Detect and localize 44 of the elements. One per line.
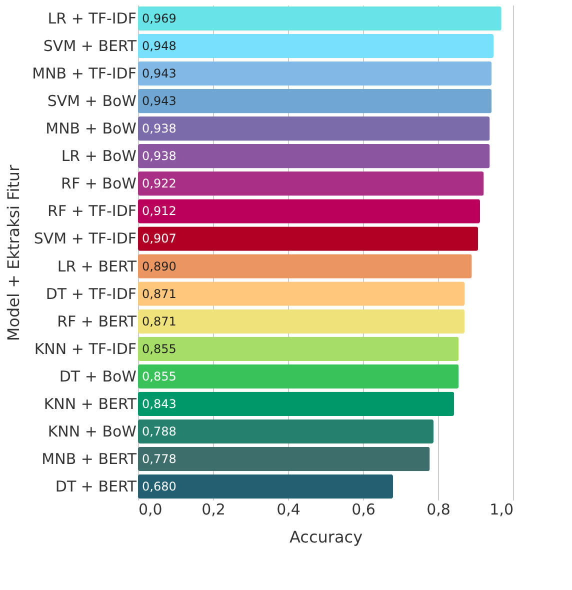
x-tick-label: 0,8: [426, 500, 450, 518]
y-tick-label: DT + BERT: [55, 478, 138, 496]
x-tick-label: 1,0: [490, 500, 514, 518]
data-label: 0,788: [142, 424, 176, 438]
y-tick-label: MNB + BoW: [46, 120, 137, 138]
data-label: 0,871: [142, 314, 176, 328]
data-label: 0,943: [142, 66, 176, 81]
data-label: 0,948: [142, 39, 176, 54]
y-tick-label: MNB + BERT: [42, 450, 138, 468]
data-label: 0,912: [142, 204, 176, 218]
data-label: 0,890: [142, 259, 176, 274]
y-tick-label: RF + TF-IDF: [48, 202, 136, 220]
y-tick-label: KNN + TF-IDF: [34, 340, 136, 358]
y-tick-label: SVM + BoW: [47, 92, 137, 110]
data-label: 0,922: [142, 176, 176, 191]
data-label: 0,871: [142, 286, 176, 301]
x-axis-title: Accuracy: [289, 528, 363, 546]
y-tick-label: DT + BoW: [59, 367, 137, 386]
data-label: 0,855: [142, 342, 176, 356]
data-label: 0,938: [142, 122, 176, 136]
y-tick-label: RF + BoW: [61, 174, 137, 193]
y-tick-label: LR + BERT: [57, 257, 138, 276]
data-label: 0,943: [142, 94, 176, 108]
y-tick-label: KNN + BERT: [44, 394, 138, 413]
x-tick-label: 0,0: [138, 500, 162, 518]
y-tick-label: MNB + TF-IDF: [32, 64, 136, 83]
y-tick-label: LR + BoW: [61, 147, 137, 166]
x-tick-label: 0,6: [352, 500, 376, 518]
y-axis-title: Model + Ektraksi Fitur: [4, 164, 24, 342]
data-label: 0,855: [142, 369, 176, 384]
y-tick-label: KNN + BoW: [48, 422, 137, 440]
data-label: 0,907: [142, 232, 176, 246]
x-tick-label: 0,2: [202, 500, 226, 518]
y-tick-label: SVM + BERT: [43, 37, 138, 56]
y-tick-label: RF + BERT: [57, 312, 138, 330]
x-tick-label: 0,4: [276, 500, 300, 518]
data-label: 0,938: [142, 149, 176, 164]
y-tick-label: LR + TF-IDF: [48, 9, 136, 28]
data-label: 0,778: [142, 452, 176, 466]
y-tick-label: SVM + TF-IDF: [34, 230, 136, 248]
data-label: 0,969: [142, 11, 176, 26]
data-label: 0,680: [142, 480, 176, 494]
data-label: 0,843: [142, 396, 176, 411]
y-tick-label: DT + TF-IDF: [46, 284, 136, 303]
